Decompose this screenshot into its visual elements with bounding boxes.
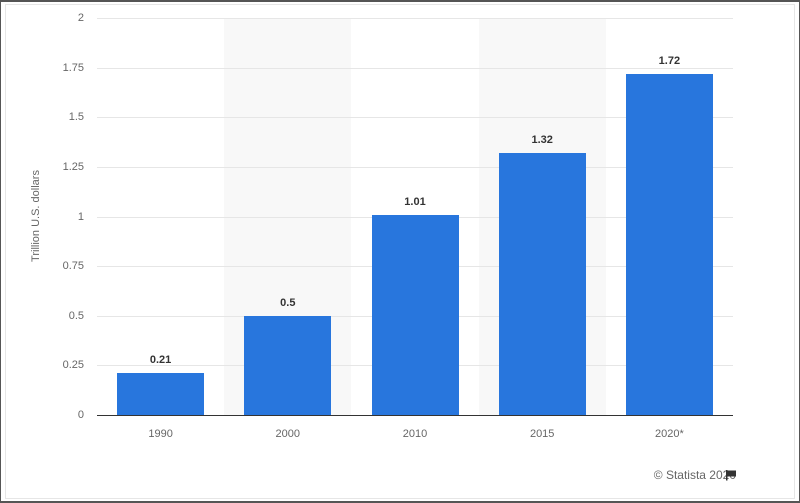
y-tick-label: 1.5 [68,111,84,124]
x-tick-label: 1990 [148,428,173,440]
y-tick-label: 2 [77,12,84,24]
flag-icon[interactable] [725,469,737,481]
bar-value-label: 0.21 [149,354,172,367]
bar-2015[interactable] [498,152,586,415]
gridline [97,68,733,69]
bar-2000[interactable] [244,315,332,415]
gridline [97,18,733,19]
y-tick-label: 1.75 [62,61,84,74]
bar-value-label: 1.01 [404,195,426,208]
bar-value-label: 1.32 [531,133,553,146]
chart-inner-border [5,4,795,499]
y-tick-label: 0 [77,409,84,421]
y-axis-label: Trillion U.S. dollars [30,170,42,262]
bar-1990[interactable] [117,373,205,415]
y-tick-label: 0.5 [68,309,84,322]
x-axis-line [97,415,733,416]
statista-credit[interactable]: © Statista 2020 [653,468,736,482]
y-tick-label: 0.75 [62,260,84,273]
y-tick-label: 0.25 [62,359,84,372]
x-tick-label: 2020* [655,428,684,440]
bar-2020[interactable] [625,73,713,415]
x-tick-label: 2015 [529,428,555,440]
gridline [97,117,733,118]
gridline [97,167,733,168]
x-tick-label: 2000 [275,428,301,440]
bar-value-label: 0.5 [280,296,296,309]
bar-value-label: 1.72 [658,54,681,67]
y-tick-label: 1 [77,210,84,223]
bar-2010[interactable] [371,214,459,415]
x-tick-label: 2010 [402,428,428,440]
y-tick-label: 1.25 [62,160,84,173]
